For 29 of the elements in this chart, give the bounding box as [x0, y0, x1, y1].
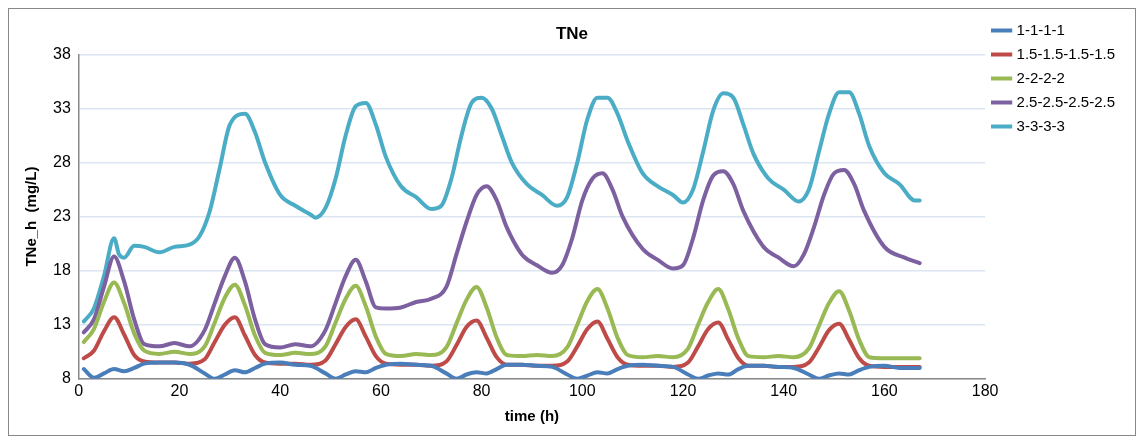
y-tick-label: 8 — [61, 369, 71, 387]
y-tick-label: 13 — [53, 315, 71, 333]
x-tick-label: 140 — [770, 381, 798, 399]
x-tick-label: 180 — [971, 381, 999, 399]
legend-label: 2-2-2-2 — [1016, 68, 1065, 86]
x-tick-label: 60 — [372, 381, 390, 399]
line-series — [81, 168, 922, 350]
x-axis-title: time (h) — [504, 407, 560, 425]
legend-label: 3-3-3-3 — [1016, 116, 1065, 134]
y-tick-label: 28 — [53, 152, 71, 170]
y-axis-title: TNe_h (mg/L) — [22, 166, 40, 267]
y-tick-label: 18 — [53, 261, 71, 279]
x-tick-label: 0 — [74, 381, 84, 399]
x-tick-label: 40 — [271, 381, 290, 399]
y-tick-label: 23 — [53, 207, 71, 225]
x-tick-label: 80 — [472, 381, 491, 399]
legend-label: 2.5-2.5-2.5-2.5 — [1016, 92, 1116, 110]
line-series — [81, 90, 922, 324]
y-tick-label: 33 — [53, 98, 71, 116]
legend-label: 1-1-1-1 — [1016, 20, 1065, 38]
legend-label: 1.5-1.5-1.5-1.5 — [1016, 44, 1116, 62]
line-series — [81, 360, 922, 379]
chart-title: TNe — [555, 23, 589, 43]
x-tick-label: 100 — [568, 381, 596, 399]
x-tick-label: 20 — [170, 381, 189, 399]
y-tick-label: 38 — [53, 44, 71, 62]
line-series — [81, 280, 922, 361]
x-tick-label: 120 — [669, 381, 697, 399]
x-tick-label: 160 — [871, 381, 898, 399]
